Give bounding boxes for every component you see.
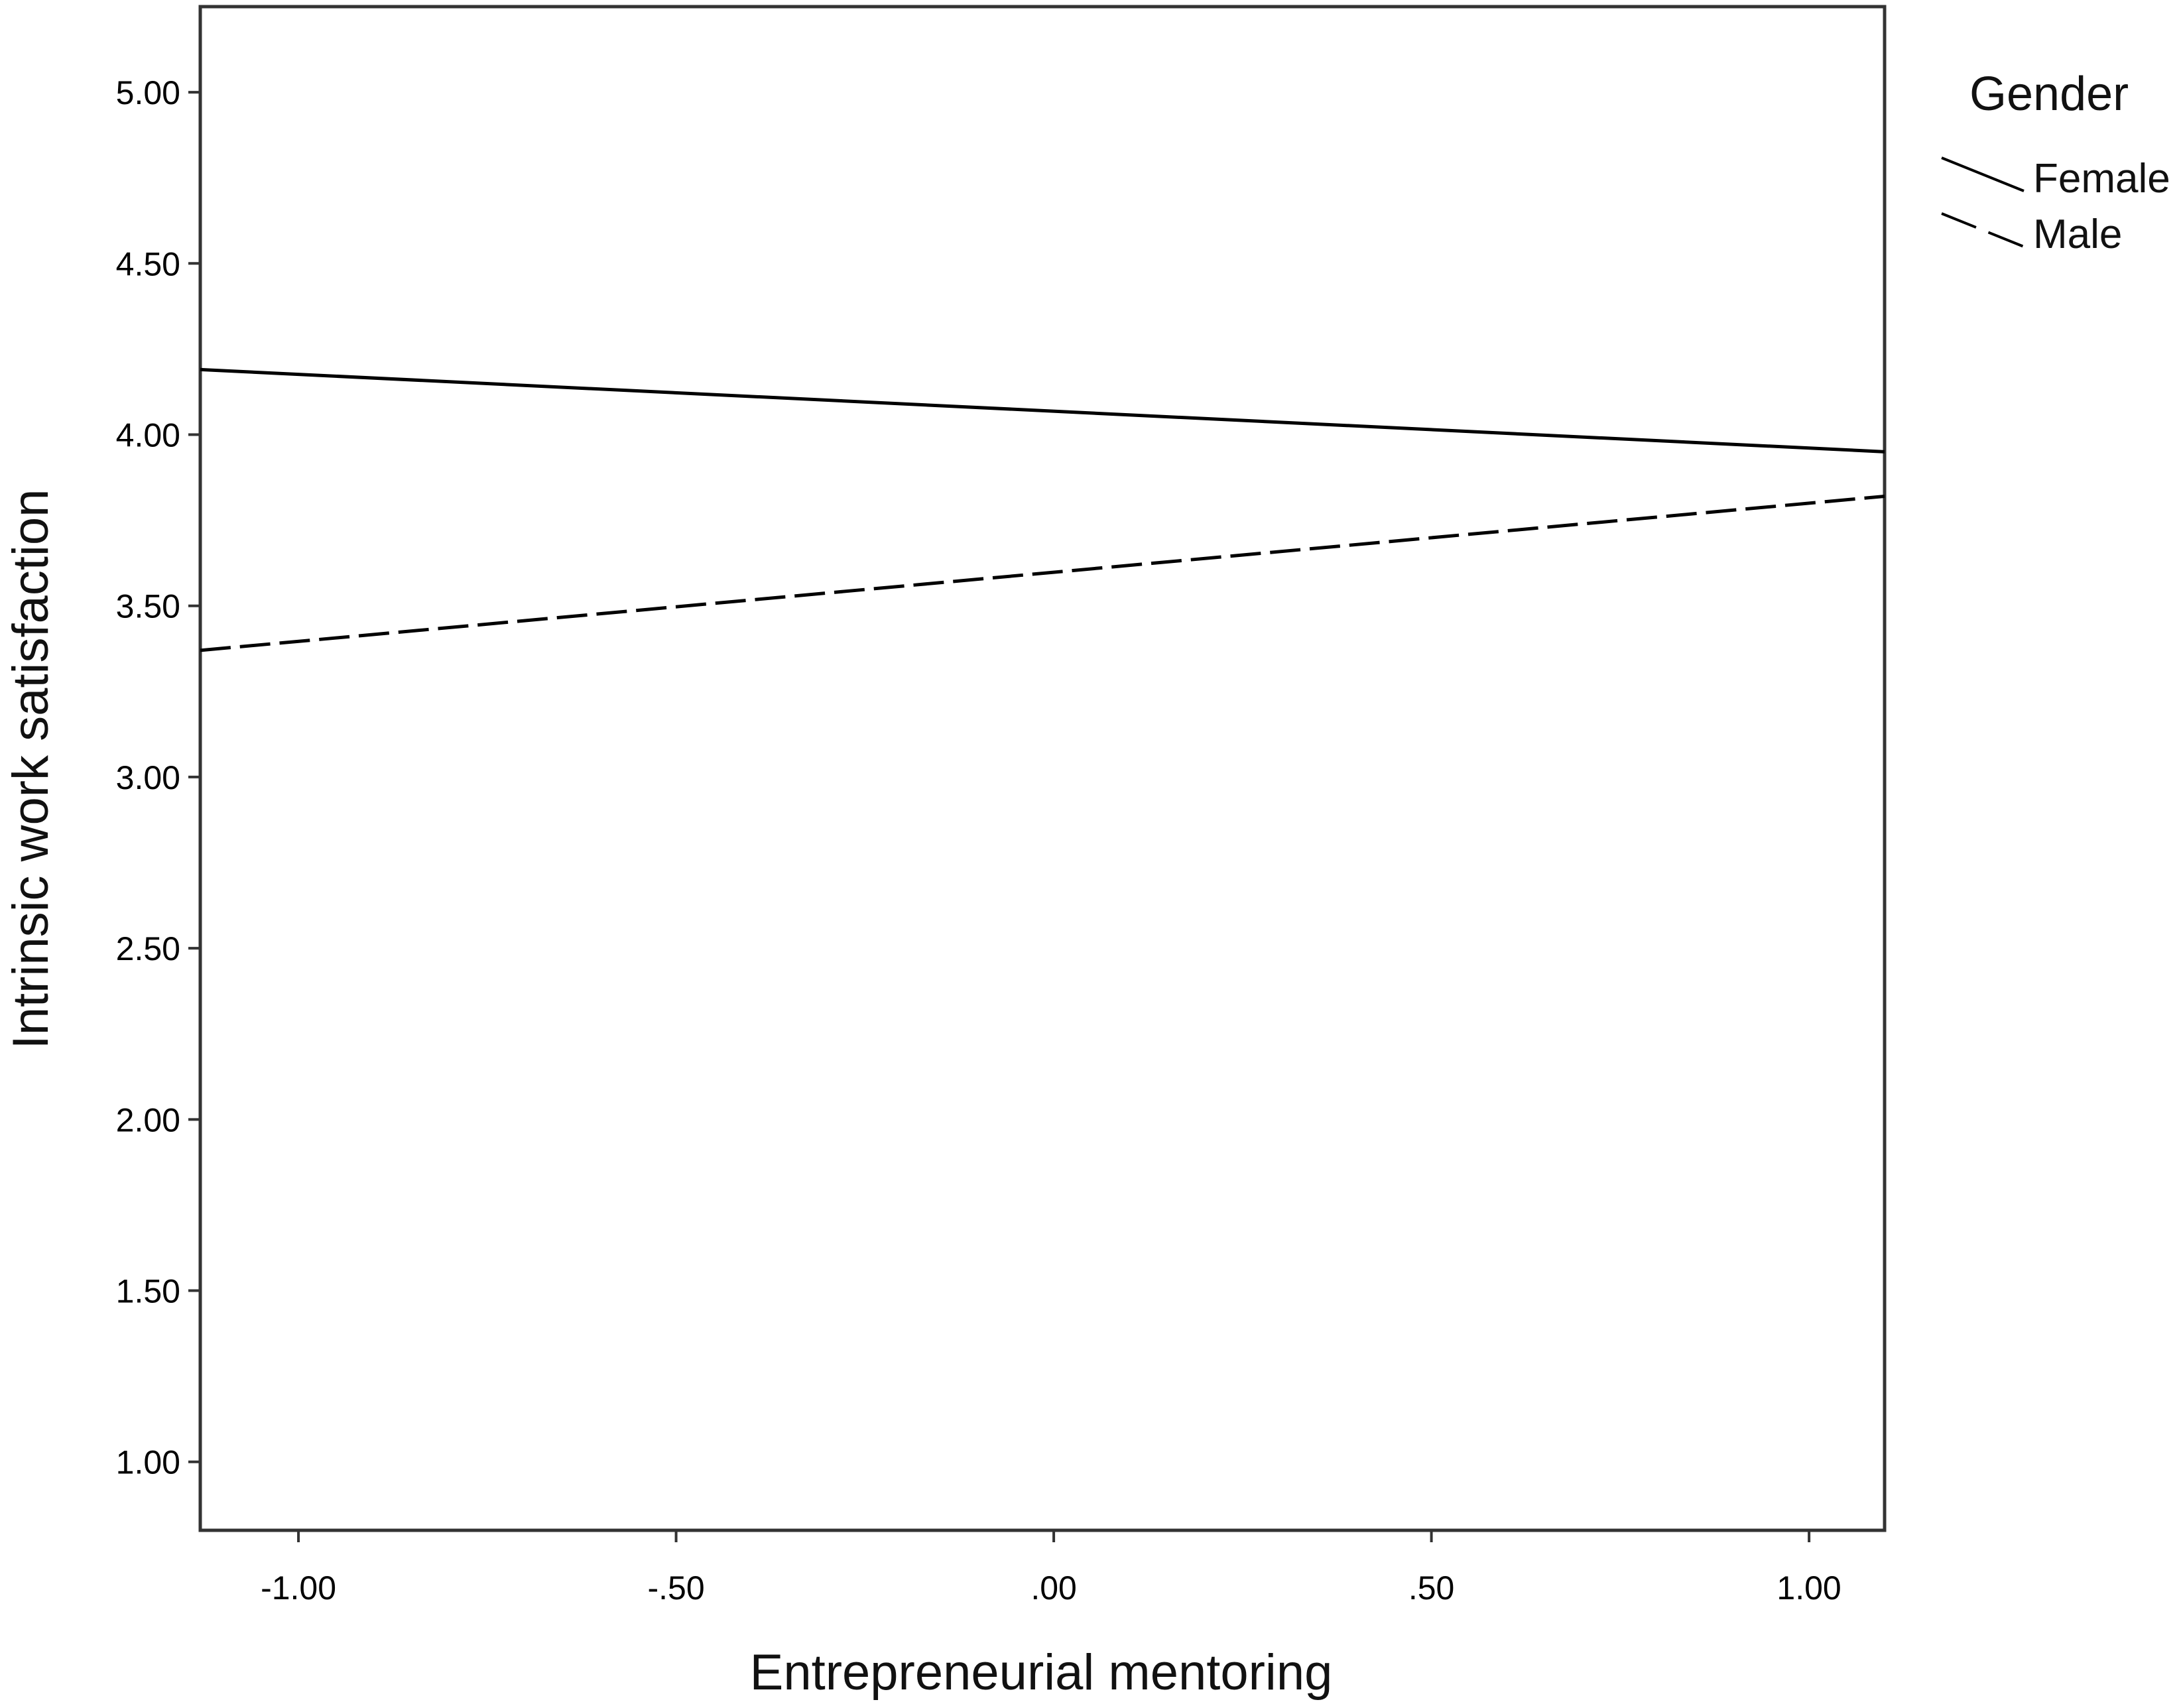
- y-axis-ticks: 1.00 1.50 2.00 2.50 3.00 3.50 4.00 4.50 5.00: [116, 74, 200, 1481]
- y-tick-label: 3.00: [116, 759, 180, 796]
- legend-label-male: Male: [2033, 212, 2122, 257]
- y-tick-label: 2.50: [116, 930, 180, 967]
- y-tick-label: 4.00: [116, 417, 180, 454]
- y-tick-label: 3.50: [116, 588, 180, 625]
- y-axis-title: Intrinsic work satisfaction: [3, 489, 59, 1050]
- plot-area: [198, 5, 1887, 1532]
- legend-label-female: Female: [2033, 156, 2170, 202]
- legend: Gender Female Male: [1941, 68, 2170, 257]
- y-tick-label: 1.00: [116, 1444, 180, 1481]
- series-line-female: [200, 367, 1885, 454]
- x-axis-title: Entrepreneurial mentoring: [750, 1644, 1333, 1701]
- x-tick-label: -1.00: [261, 1569, 336, 1607]
- legend-title: Gender: [1969, 68, 2129, 121]
- x-tick-label: 1.00: [1777, 1569, 1841, 1607]
- x-axis-ticks: -1.00 -.50 .00 .50 1.00: [261, 1530, 1841, 1607]
- series-lines: [200, 367, 1885, 652]
- y-tick-label: 2.00: [116, 1101, 180, 1138]
- legend-swatch-male: [1941, 212, 2025, 248]
- y-tick-label: 1.50: [116, 1273, 180, 1310]
- series-line-male: [200, 494, 1885, 652]
- x-tick-label: .00: [1030, 1569, 1077, 1607]
- y-tick-label: 5.00: [116, 74, 180, 111]
- y-tick-label: 4.50: [116, 245, 180, 282]
- x-tick-label: .50: [1408, 1569, 1455, 1607]
- legend-swatch-female: [1941, 156, 2025, 192]
- x-tick-label: -.50: [647, 1569, 704, 1607]
- plot-frame: [198, 5, 1887, 1532]
